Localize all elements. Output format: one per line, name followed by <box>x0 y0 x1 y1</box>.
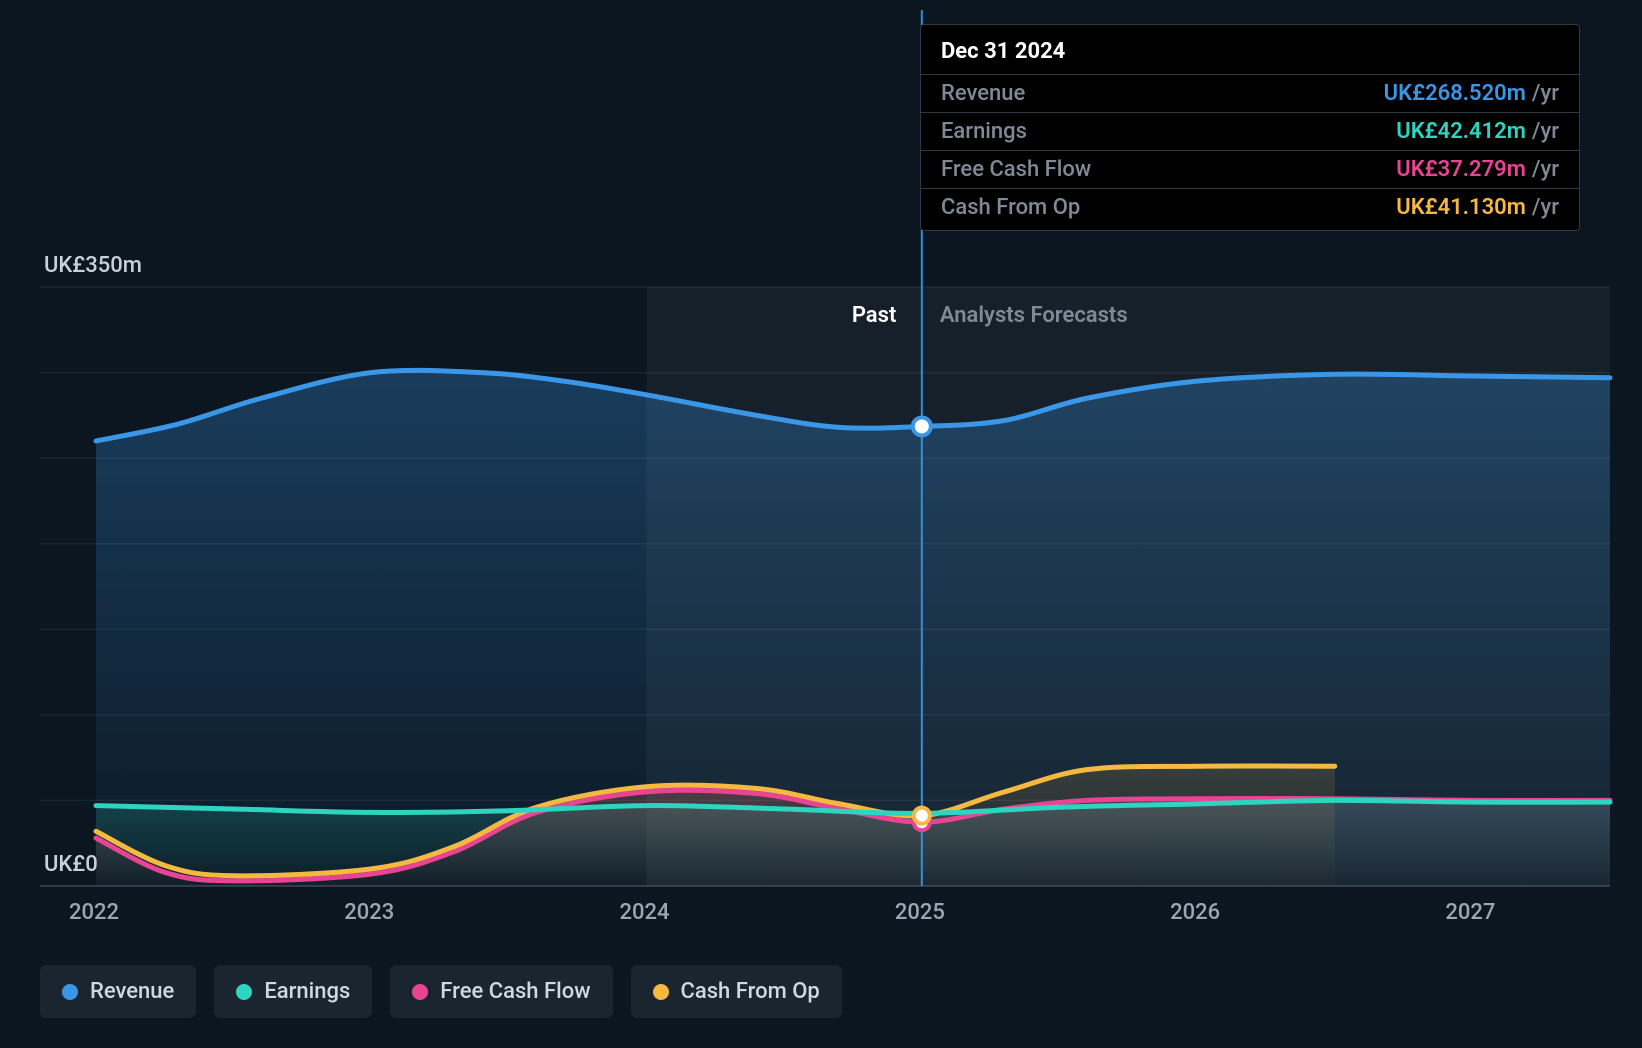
tooltip-row: Revenue UK£268.520m/yr <box>921 75 1579 113</box>
legend-label: Revenue <box>90 979 174 1004</box>
x-tick-label: 2022 <box>69 900 119 925</box>
tooltip-row-unit: /yr <box>1532 157 1559 182</box>
tooltip-row-value: UK£42.412m <box>1396 119 1526 144</box>
tooltip-row-label: Revenue <box>941 81 1025 106</box>
legend-item-fcf[interactable]: Free Cash Flow <box>390 965 612 1018</box>
legend-label: Cash From Op <box>681 979 820 1004</box>
tooltip-row-unit: /yr <box>1532 81 1559 106</box>
y-axis-label-max: UK£350m <box>44 253 142 278</box>
y-axis-label-zero: UK£0 <box>44 852 98 877</box>
financial-chart: UK£350m UK£0 Past Analysts Forecasts 202… <box>0 0 1642 1048</box>
legend-label: Free Cash Flow <box>440 979 590 1004</box>
x-tick-label: 2026 <box>1170 900 1220 925</box>
tooltip-row: Cash From Op UK£41.130m/yr <box>921 189 1579 226</box>
forecast-section-label: Analysts Forecasts <box>940 303 1128 328</box>
x-tick-label: 2023 <box>344 900 394 925</box>
data-tooltip: Dec 31 2024 RevenueUK£268.520m/yrEarning… <box>920 24 1580 231</box>
past-section-label: Past <box>852 303 897 328</box>
tooltip-row-value: UK£268.520m <box>1384 81 1526 106</box>
x-tick-label: 2024 <box>620 900 670 925</box>
tooltip-row-label: Free Cash Flow <box>941 157 1091 182</box>
legend-dot-icon <box>62 984 78 1000</box>
tooltip-row: Free Cash Flow UK£37.279m/yr <box>921 151 1579 189</box>
legend-label: Earnings <box>264 979 350 1004</box>
tooltip-row-value: UK£37.279m <box>1396 157 1526 182</box>
x-tick-label: 2025 <box>895 900 945 925</box>
chart-legend: Revenue Earnings Free Cash Flow Cash From O… <box>40 965 842 1018</box>
legend-dot-icon <box>653 984 669 1000</box>
tooltip-row-label: Cash From Op <box>941 195 1080 220</box>
tooltip-row-value: UK£41.130m <box>1396 195 1526 220</box>
legend-item-revenue[interactable]: Revenue <box>40 965 196 1018</box>
legend-item-earnings[interactable]: Earnings <box>214 965 372 1018</box>
legend-item-cfo[interactable]: Cash From Op <box>631 965 842 1018</box>
tooltip-row-label: Earnings <box>941 119 1027 144</box>
tooltip-row-unit: /yr <box>1532 195 1559 220</box>
legend-dot-icon <box>236 984 252 1000</box>
tooltip-date: Dec 31 2024 <box>921 35 1579 75</box>
x-tick-label: 2027 <box>1445 900 1495 925</box>
tooltip-row-unit: /yr <box>1532 119 1559 144</box>
tooltip-row: Earnings UK£42.412m/yr <box>921 113 1579 151</box>
legend-dot-icon <box>412 984 428 1000</box>
